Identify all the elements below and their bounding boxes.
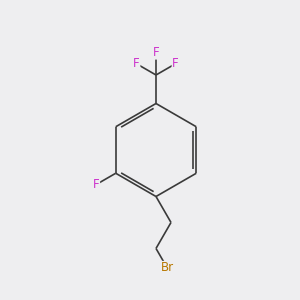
- Text: F: F: [93, 178, 100, 191]
- Text: Br: Br: [161, 261, 174, 274]
- Text: F: F: [153, 46, 159, 59]
- Text: F: F: [133, 57, 140, 70]
- Text: F: F: [172, 57, 179, 70]
